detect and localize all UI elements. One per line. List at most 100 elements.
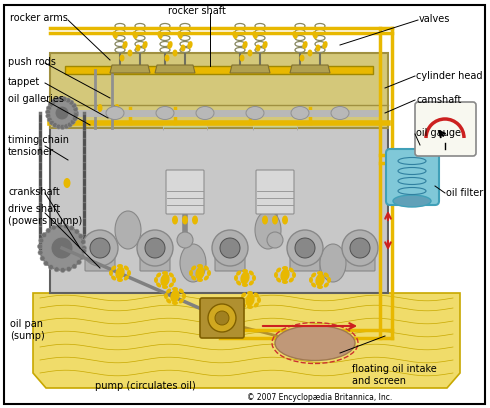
Circle shape: [73, 116, 77, 121]
FancyBboxPatch shape: [256, 170, 294, 214]
Ellipse shape: [257, 297, 261, 303]
Circle shape: [81, 239, 86, 244]
Ellipse shape: [239, 297, 243, 303]
Ellipse shape: [157, 31, 163, 39]
Circle shape: [51, 237, 73, 259]
Circle shape: [54, 98, 59, 102]
Circle shape: [215, 311, 229, 325]
Ellipse shape: [240, 272, 250, 284]
Ellipse shape: [247, 305, 253, 309]
Circle shape: [47, 117, 52, 122]
Ellipse shape: [311, 273, 316, 277]
Circle shape: [48, 102, 53, 107]
Ellipse shape: [115, 266, 124, 279]
Circle shape: [66, 98, 71, 103]
Polygon shape: [290, 65, 330, 73]
Ellipse shape: [282, 215, 288, 224]
Ellipse shape: [293, 31, 297, 39]
Ellipse shape: [317, 285, 323, 289]
Ellipse shape: [191, 275, 196, 280]
Circle shape: [74, 229, 79, 234]
Ellipse shape: [247, 291, 253, 295]
Ellipse shape: [276, 268, 281, 273]
Ellipse shape: [124, 266, 129, 271]
Ellipse shape: [171, 290, 180, 302]
FancyBboxPatch shape: [163, 123, 207, 128]
Ellipse shape: [242, 283, 248, 287]
Text: crankshaft: crankshaft: [8, 187, 60, 197]
Ellipse shape: [312, 31, 318, 39]
Circle shape: [56, 124, 61, 129]
Text: drive shaft
(powers pump): drive shaft (powers pump): [8, 204, 82, 226]
Ellipse shape: [320, 244, 346, 282]
Ellipse shape: [172, 215, 178, 224]
Ellipse shape: [117, 264, 123, 268]
Text: valves: valves: [419, 14, 450, 24]
Ellipse shape: [291, 106, 309, 120]
Text: cylinder head: cylinder head: [416, 71, 483, 81]
Ellipse shape: [98, 104, 102, 112]
FancyBboxPatch shape: [140, 249, 170, 271]
Ellipse shape: [117, 278, 123, 282]
FancyBboxPatch shape: [85, 249, 115, 271]
Circle shape: [137, 230, 173, 266]
Ellipse shape: [241, 302, 246, 308]
Circle shape: [51, 225, 56, 230]
Ellipse shape: [189, 270, 193, 276]
Text: rocker shaft: rocker shaft: [168, 6, 226, 16]
Text: floating oil intake
and screen: floating oil intake and screen: [352, 364, 437, 386]
Circle shape: [90, 238, 110, 258]
Circle shape: [64, 124, 69, 129]
Ellipse shape: [172, 49, 177, 56]
FancyBboxPatch shape: [253, 123, 297, 128]
Ellipse shape: [166, 298, 171, 304]
Ellipse shape: [282, 280, 288, 284]
FancyBboxPatch shape: [215, 249, 245, 271]
Ellipse shape: [156, 282, 161, 288]
Polygon shape: [230, 65, 270, 73]
Circle shape: [44, 261, 49, 266]
Ellipse shape: [252, 31, 258, 39]
Ellipse shape: [162, 285, 168, 289]
Ellipse shape: [255, 211, 281, 249]
Ellipse shape: [160, 274, 170, 286]
Text: oil galleries: oil galleries: [8, 94, 64, 104]
Ellipse shape: [127, 49, 132, 56]
Ellipse shape: [254, 293, 259, 297]
FancyBboxPatch shape: [415, 102, 476, 156]
FancyBboxPatch shape: [290, 249, 320, 271]
Ellipse shape: [249, 280, 254, 286]
Text: tappet: tappet: [8, 77, 40, 87]
Ellipse shape: [245, 294, 255, 306]
Ellipse shape: [236, 280, 241, 286]
Circle shape: [76, 259, 81, 265]
FancyBboxPatch shape: [200, 298, 244, 338]
Ellipse shape: [196, 106, 214, 120]
Ellipse shape: [275, 326, 355, 361]
Circle shape: [69, 226, 74, 231]
Ellipse shape: [282, 266, 288, 270]
Circle shape: [52, 123, 57, 128]
Ellipse shape: [196, 266, 205, 279]
Ellipse shape: [299, 55, 304, 62]
Ellipse shape: [143, 41, 147, 49]
Ellipse shape: [274, 272, 278, 278]
Ellipse shape: [393, 195, 431, 207]
Circle shape: [79, 255, 85, 259]
Text: © 2007 Encyclopædia Britannica, Inc.: © 2007 Encyclopædia Britannica, Inc.: [247, 393, 392, 403]
Polygon shape: [110, 65, 150, 73]
Ellipse shape: [317, 271, 323, 275]
Ellipse shape: [204, 275, 209, 280]
Ellipse shape: [234, 275, 238, 281]
Circle shape: [226, 252, 234, 260]
FancyBboxPatch shape: [345, 249, 375, 271]
Circle shape: [81, 248, 86, 253]
Ellipse shape: [262, 215, 268, 224]
Ellipse shape: [197, 278, 203, 282]
Ellipse shape: [156, 273, 161, 277]
Ellipse shape: [168, 41, 172, 49]
Ellipse shape: [180, 44, 186, 51]
Circle shape: [220, 238, 240, 258]
Ellipse shape: [246, 106, 264, 120]
Ellipse shape: [179, 298, 184, 304]
